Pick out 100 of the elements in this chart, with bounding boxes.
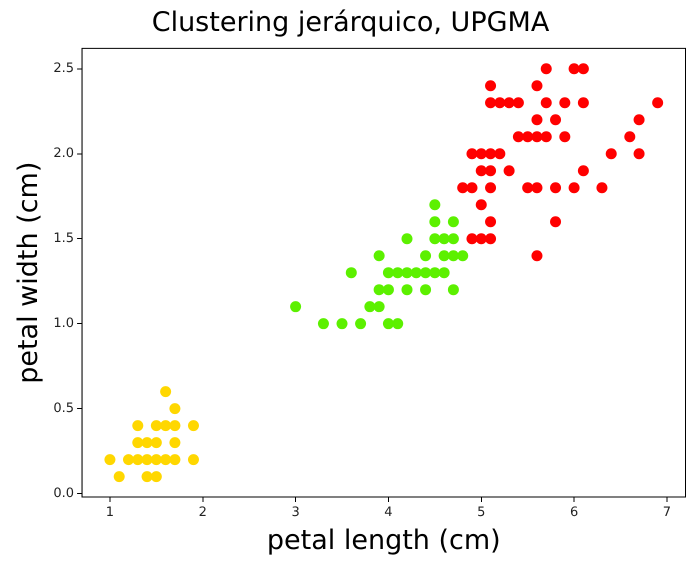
point xyxy=(466,148,478,160)
point xyxy=(522,131,534,142)
y-tick-label: 1.0 xyxy=(53,316,74,332)
point xyxy=(169,403,180,414)
point xyxy=(336,318,348,330)
point xyxy=(485,182,496,194)
point xyxy=(540,131,552,142)
point xyxy=(374,284,385,296)
point xyxy=(429,199,440,210)
point xyxy=(392,267,404,278)
point xyxy=(160,454,172,466)
point xyxy=(392,318,404,330)
x-tick-label: 4 xyxy=(384,505,393,520)
point xyxy=(494,148,506,160)
point xyxy=(522,182,534,194)
point xyxy=(466,233,478,244)
point xyxy=(114,471,125,482)
point xyxy=(494,97,506,108)
point xyxy=(169,454,180,466)
x-tick-label: 7 xyxy=(662,505,672,520)
point xyxy=(438,267,450,278)
point xyxy=(142,454,153,466)
point xyxy=(355,318,366,330)
point xyxy=(132,420,144,432)
x-axis-title: petal length (cm) xyxy=(266,524,501,556)
point xyxy=(346,267,357,278)
point xyxy=(485,233,496,244)
point xyxy=(429,267,440,278)
point xyxy=(476,148,487,160)
point xyxy=(429,216,440,228)
point xyxy=(485,165,496,176)
point xyxy=(504,165,515,176)
x-tick-label: 1 xyxy=(106,505,114,520)
x-tick-label: 2 xyxy=(198,505,207,520)
point xyxy=(448,216,459,228)
point xyxy=(420,267,432,278)
point xyxy=(374,301,385,312)
point xyxy=(150,454,162,466)
point xyxy=(382,284,394,296)
point xyxy=(531,182,542,194)
point xyxy=(634,148,645,160)
point xyxy=(438,250,450,262)
point xyxy=(142,437,153,448)
point xyxy=(401,233,412,244)
point xyxy=(160,420,172,432)
point xyxy=(188,454,199,466)
point xyxy=(401,267,412,278)
y-tick-label: 2.0 xyxy=(53,146,74,162)
point xyxy=(438,233,450,244)
y-tick-label: 0.0 xyxy=(53,486,74,501)
point xyxy=(290,301,302,312)
point xyxy=(382,267,394,278)
point xyxy=(457,182,468,194)
point xyxy=(512,131,524,142)
point xyxy=(448,233,459,244)
point xyxy=(596,182,608,194)
point xyxy=(169,437,180,448)
point xyxy=(531,131,542,142)
point xyxy=(364,301,376,312)
point xyxy=(540,97,552,108)
point xyxy=(122,454,134,466)
point xyxy=(512,97,524,108)
point xyxy=(568,182,580,194)
point xyxy=(374,250,385,262)
point xyxy=(150,437,162,448)
point xyxy=(578,97,589,108)
point xyxy=(476,233,487,244)
point xyxy=(160,386,172,398)
y-tick-label: 2.5 xyxy=(53,61,74,76)
point xyxy=(568,63,580,74)
point xyxy=(559,97,570,108)
point xyxy=(142,471,153,482)
x-tick-label: 3 xyxy=(291,505,300,520)
point xyxy=(531,250,542,262)
point xyxy=(559,131,570,142)
point xyxy=(624,131,636,142)
point xyxy=(485,148,496,160)
point xyxy=(448,284,459,296)
point xyxy=(634,114,645,126)
y-tick-label: 1.5 xyxy=(53,231,74,246)
y-axis-title: petal width (cm) xyxy=(13,162,44,384)
point xyxy=(485,216,496,228)
point xyxy=(606,148,617,160)
point xyxy=(550,216,562,228)
point xyxy=(150,471,162,482)
point xyxy=(169,420,180,432)
point xyxy=(420,284,432,296)
point xyxy=(188,420,199,432)
point xyxy=(401,284,412,296)
point xyxy=(531,114,542,126)
point xyxy=(578,63,589,74)
point xyxy=(578,165,589,176)
point xyxy=(466,182,478,194)
point xyxy=(132,437,144,448)
point xyxy=(457,250,468,262)
point xyxy=(652,97,664,108)
x-tick-label: 6 xyxy=(570,505,578,520)
x-tick-label: 5 xyxy=(477,505,486,520)
point xyxy=(504,97,515,108)
point xyxy=(476,199,487,210)
